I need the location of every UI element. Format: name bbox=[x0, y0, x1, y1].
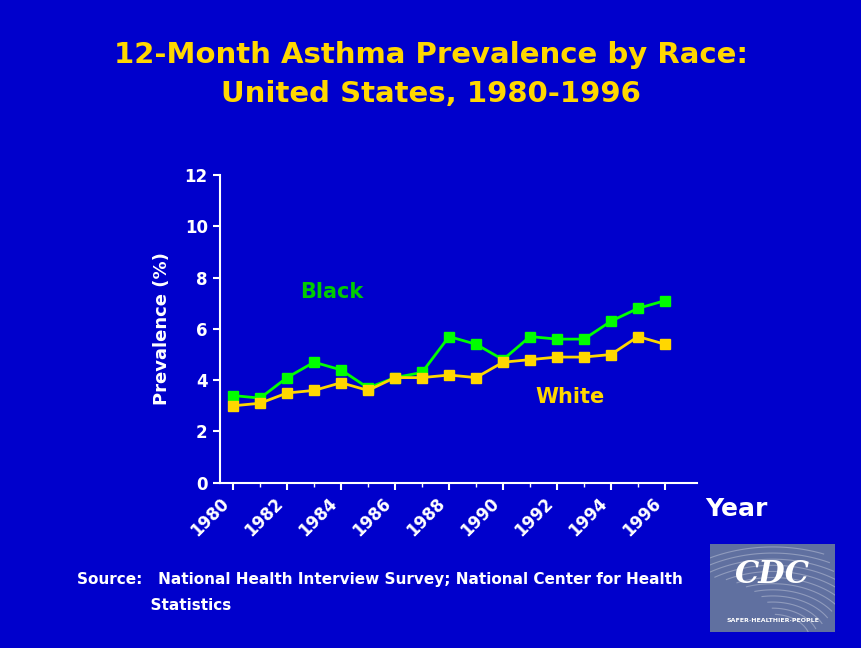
Text: Year: Year bbox=[705, 496, 767, 521]
Text: Source:   National Health Interview Survey; National Center for Health: Source: National Health Interview Survey… bbox=[77, 572, 684, 588]
Text: SAFER·HEALTHIER·PEOPLE: SAFER·HEALTHIER·PEOPLE bbox=[727, 618, 819, 623]
Text: White: White bbox=[536, 388, 604, 407]
Y-axis label: Prevalence (%): Prevalence (%) bbox=[152, 253, 170, 405]
Text: 12-Month Asthma Prevalence by Race:: 12-Month Asthma Prevalence by Race: bbox=[114, 41, 747, 69]
Text: United States, 1980-1996: United States, 1980-1996 bbox=[220, 80, 641, 108]
Text: Statistics: Statistics bbox=[77, 598, 232, 614]
Text: CDC: CDC bbox=[735, 559, 810, 590]
Text: Black: Black bbox=[300, 282, 364, 302]
